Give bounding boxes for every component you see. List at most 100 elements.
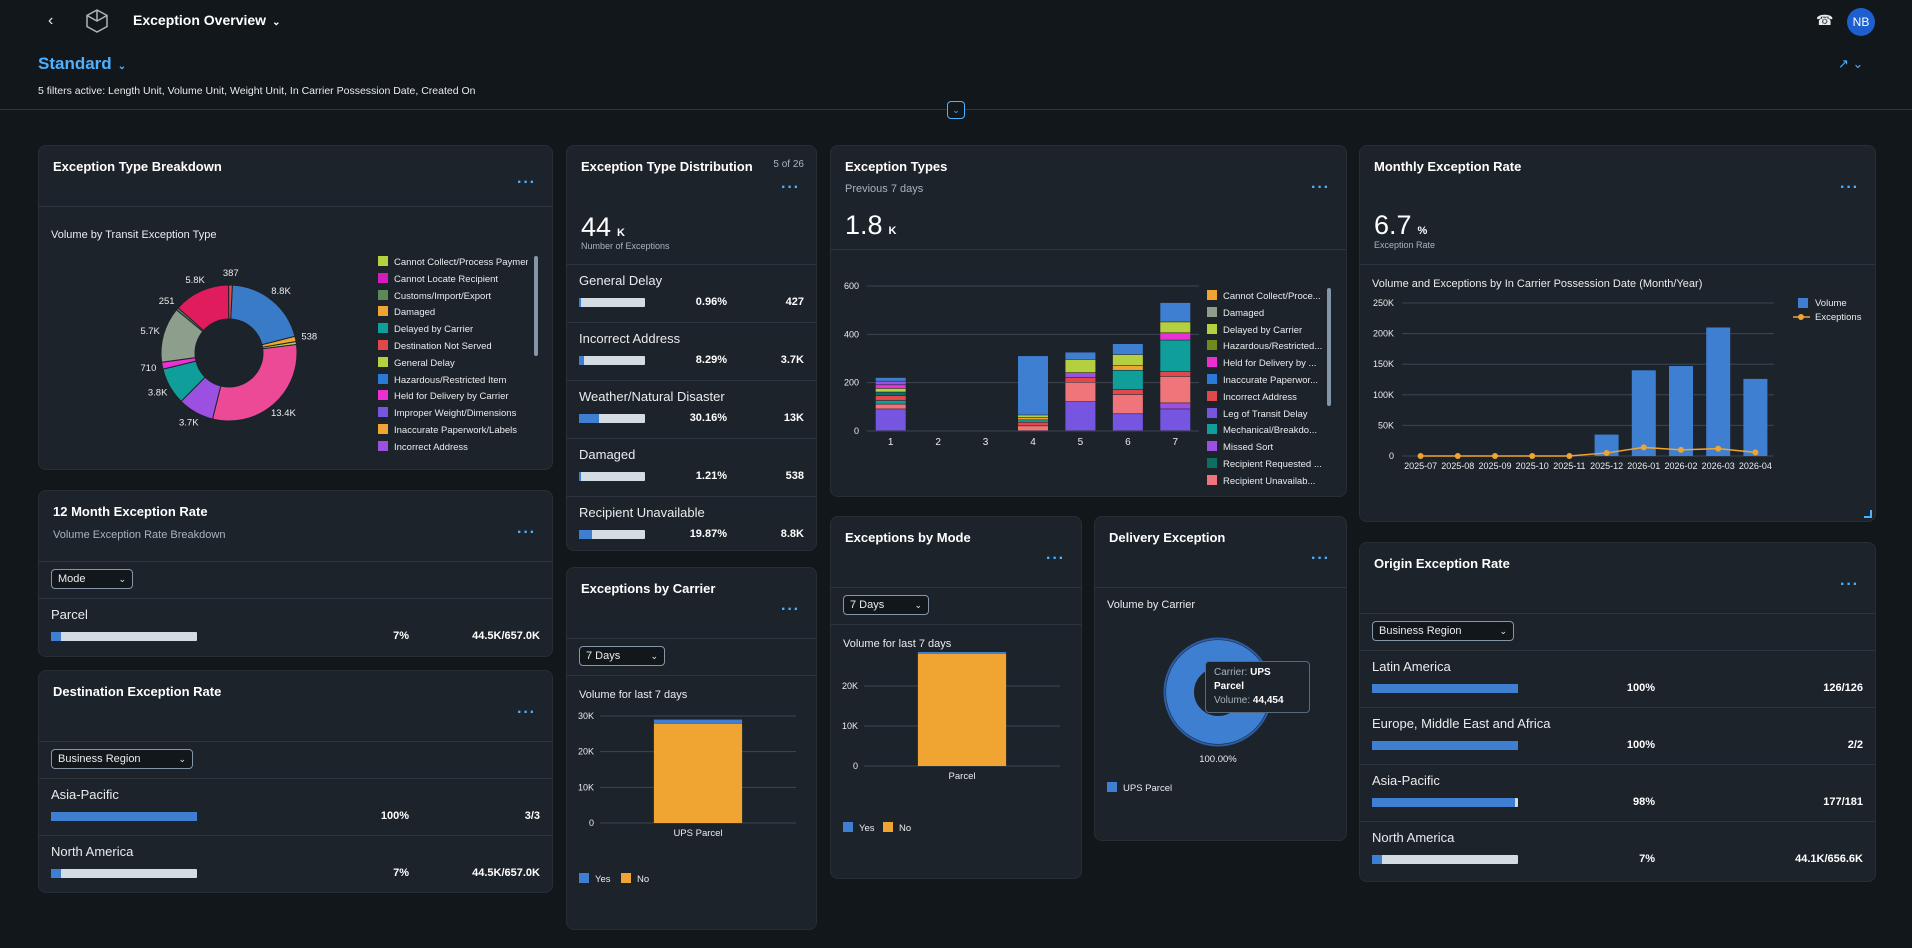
more-options-icon[interactable]: ··· bbox=[781, 601, 800, 618]
share-icon[interactable]: ↗ ⌄ bbox=[1838, 56, 1864, 71]
donut-chart[interactable]: 8.8K 538 13.4K 3.7K 3.8K 710 5.7K 251 5.8K 387 bbox=[99, 246, 359, 456]
legend-item[interactable]: Destination Not Served bbox=[378, 340, 528, 352]
list-item[interactable]: North America 7% 44.1K/656.6K bbox=[1360, 821, 1875, 878]
legend-item[interactable]: UPS Parcel bbox=[1107, 782, 1172, 794]
business-region-select[interactable]: Business Region ⌄ bbox=[51, 749, 193, 769]
line-point bbox=[1566, 453, 1573, 459]
legend-item[interactable]: Recipient Requested ... bbox=[1207, 458, 1325, 470]
legend-item[interactable]: Improper Weight/Dimensions bbox=[378, 407, 528, 419]
x-tick-label: 3 bbox=[983, 437, 989, 448]
legend-item[interactable]: Inaccurate Paperwork/Labels bbox=[378, 424, 528, 436]
more-options-icon[interactable]: ··· bbox=[517, 524, 536, 541]
legend-swatch bbox=[378, 407, 388, 418]
line-point bbox=[1752, 449, 1759, 456]
list-item[interactable]: Incorrect Address 8.29% 3.7K bbox=[567, 322, 816, 380]
list-item[interactable]: Damaged 1.21% 538 bbox=[567, 438, 816, 496]
legend-scrollbar[interactable] bbox=[1327, 288, 1331, 406]
legend-item[interactable]: Cannot Collect/Process Payment bbox=[378, 256, 528, 268]
bar-segment bbox=[1065, 352, 1096, 360]
bar-segment bbox=[653, 723, 743, 823]
card-title: Monthly Exception Rate bbox=[1374, 159, 1522, 174]
more-options-icon[interactable]: ··· bbox=[1046, 550, 1065, 567]
app-title[interactable]: Exception Overview ⌄ bbox=[133, 12, 281, 28]
legend-item[interactable]: Inaccurate Paperwor... bbox=[1207, 374, 1325, 386]
headset-icon[interactable]: ☎ bbox=[1816, 12, 1834, 28]
bar-chart[interactable]: 0 10K 20K 30K UPS Parcel bbox=[567, 703, 807, 863]
legend-scrollbar[interactable] bbox=[534, 256, 538, 356]
list-item[interactable]: North America 7% 44.5K/657.0K bbox=[39, 835, 552, 892]
more-options-icon[interactable]: ··· bbox=[517, 174, 536, 191]
pie-slice bbox=[228, 284, 233, 320]
more-options-icon[interactable]: ··· bbox=[1311, 179, 1330, 196]
legend-item[interactable]: General Delay bbox=[378, 356, 528, 369]
more-options-icon[interactable]: ··· bbox=[517, 704, 536, 721]
x-tick-label: 7 bbox=[1173, 437, 1179, 448]
progress-bar bbox=[1372, 798, 1518, 807]
legend-swatch bbox=[378, 390, 388, 401]
list-item[interactable]: Recipient Unavailable 19.87% 8.8K bbox=[567, 496, 816, 550]
bar-segment bbox=[875, 377, 906, 381]
x-tick-label: 2025-11 bbox=[1553, 461, 1585, 471]
combo-chart[interactable]: 0 50K 100K 150K 200K 250K 2025-07 2025-08 2025-0… bbox=[1360, 291, 1875, 521]
legend-item[interactable]: No bbox=[621, 873, 649, 885]
variant-selector[interactable]: Standard ⌄ bbox=[38, 54, 127, 73]
legend-item[interactable]: Damaged bbox=[378, 306, 528, 318]
more-options-icon[interactable]: ··· bbox=[1840, 179, 1859, 196]
bar-segment bbox=[1112, 370, 1143, 390]
legend-item[interactable]: Hazardous/Restricted Item bbox=[378, 373, 528, 386]
bar-segment bbox=[1018, 417, 1048, 420]
period-select[interactable]: 7 Days ⌄ bbox=[579, 646, 665, 666]
legend-item[interactable]: No bbox=[883, 822, 911, 834]
list-item[interactable]: Asia-Pacific 98% 177/181 bbox=[1360, 764, 1875, 821]
resize-handle-icon[interactable] bbox=[1864, 510, 1872, 518]
bar-segment bbox=[1112, 389, 1143, 395]
list-item[interactable]: General Delay 0.96% 427 bbox=[567, 264, 816, 322]
legend-item[interactable]: Damaged bbox=[1207, 306, 1325, 319]
list-item[interactable]: Asia-Pacific 100% 3/3 bbox=[39, 778, 552, 835]
legend-item[interactable]: Cannot Locate Recipient bbox=[378, 272, 528, 285]
list-item[interactable]: Europe, Middle East and Africa 100% 2/2 bbox=[1360, 707, 1875, 764]
legend-item[interactable]: Delayed by Carrier bbox=[1207, 323, 1325, 336]
chevron-down-icon: ⌄ bbox=[272, 17, 281, 28]
slice-label: 3.7K bbox=[179, 418, 199, 429]
stacked-bar-chart[interactable]: 0 200 400 600 1 2 3 4 5 6 7 bbox=[831, 271, 1201, 491]
legend-item[interactable]: Yes bbox=[579, 873, 611, 885]
list-item[interactable]: Parcel 7% 44.5K/657.0K bbox=[39, 598, 552, 655]
legend-item[interactable]: Incorrect Address bbox=[1207, 390, 1325, 403]
legend-item[interactable]: Missed Sort bbox=[1207, 441, 1325, 453]
legend-item[interactable]: Delayed by Carrier bbox=[378, 323, 528, 335]
period-select[interactable]: 7 Days ⌄ bbox=[843, 595, 929, 615]
legend-swatch bbox=[378, 256, 388, 266]
legend-item[interactable]: Recipient Unavailab... bbox=[1207, 474, 1325, 487]
slice-label: 3.8K bbox=[148, 387, 168, 398]
bar-segment bbox=[1160, 333, 1191, 340]
legend-item[interactable]: Incorrect Address bbox=[378, 440, 528, 453]
chevron-down-icon: ⌄ bbox=[650, 650, 658, 661]
legend-item[interactable]: Leg of Transit Delay bbox=[1207, 407, 1325, 420]
list-item[interactable]: Latin America 100% 126/126 bbox=[1360, 650, 1875, 707]
bar bbox=[1669, 366, 1693, 456]
avatar[interactable]: NB bbox=[1847, 8, 1875, 36]
list-item[interactable]: Weather/Natural Disaster 30.16% 13K bbox=[567, 380, 816, 438]
legend-swatch bbox=[1207, 441, 1217, 452]
legend-item[interactable]: Cannot Collect/Proce... bbox=[1207, 290, 1325, 302]
legend-swatch bbox=[579, 873, 589, 883]
more-options-icon[interactable]: ··· bbox=[1311, 550, 1330, 567]
legend-item[interactable]: Held for Delivery by ... bbox=[1207, 357, 1325, 369]
y-tick-label: 250K bbox=[1373, 298, 1394, 308]
legend-item[interactable]: Customs/Import/Export bbox=[378, 289, 528, 302]
x-tick-label: 2026-01 bbox=[1627, 461, 1660, 471]
legend-item[interactable]: Yes bbox=[843, 822, 875, 834]
chevron-left-icon[interactable]: ‹ bbox=[48, 12, 54, 29]
legend-item[interactable]: Hazardous/Restricted... bbox=[1207, 340, 1325, 352]
more-options-icon[interactable]: ··· bbox=[1840, 576, 1859, 593]
x-tick-label: 2026-03 bbox=[1702, 461, 1735, 471]
legend-item[interactable]: Held for Delivery by Carrier bbox=[378, 390, 528, 402]
more-options-icon[interactable]: ··· bbox=[781, 179, 800, 196]
mode-select[interactable]: Mode ⌄ bbox=[51, 569, 133, 589]
collapse-header-button[interactable]: ⌄ bbox=[947, 101, 965, 119]
business-region-select[interactable]: Business Region ⌄ bbox=[1372, 621, 1514, 641]
slice-label: 5.8K bbox=[185, 275, 205, 286]
bar-chart[interactable]: 010K20K30KParcel bbox=[831, 652, 1076, 812]
legend-item[interactable]: Mechanical/Breakdo... bbox=[1207, 424, 1325, 436]
